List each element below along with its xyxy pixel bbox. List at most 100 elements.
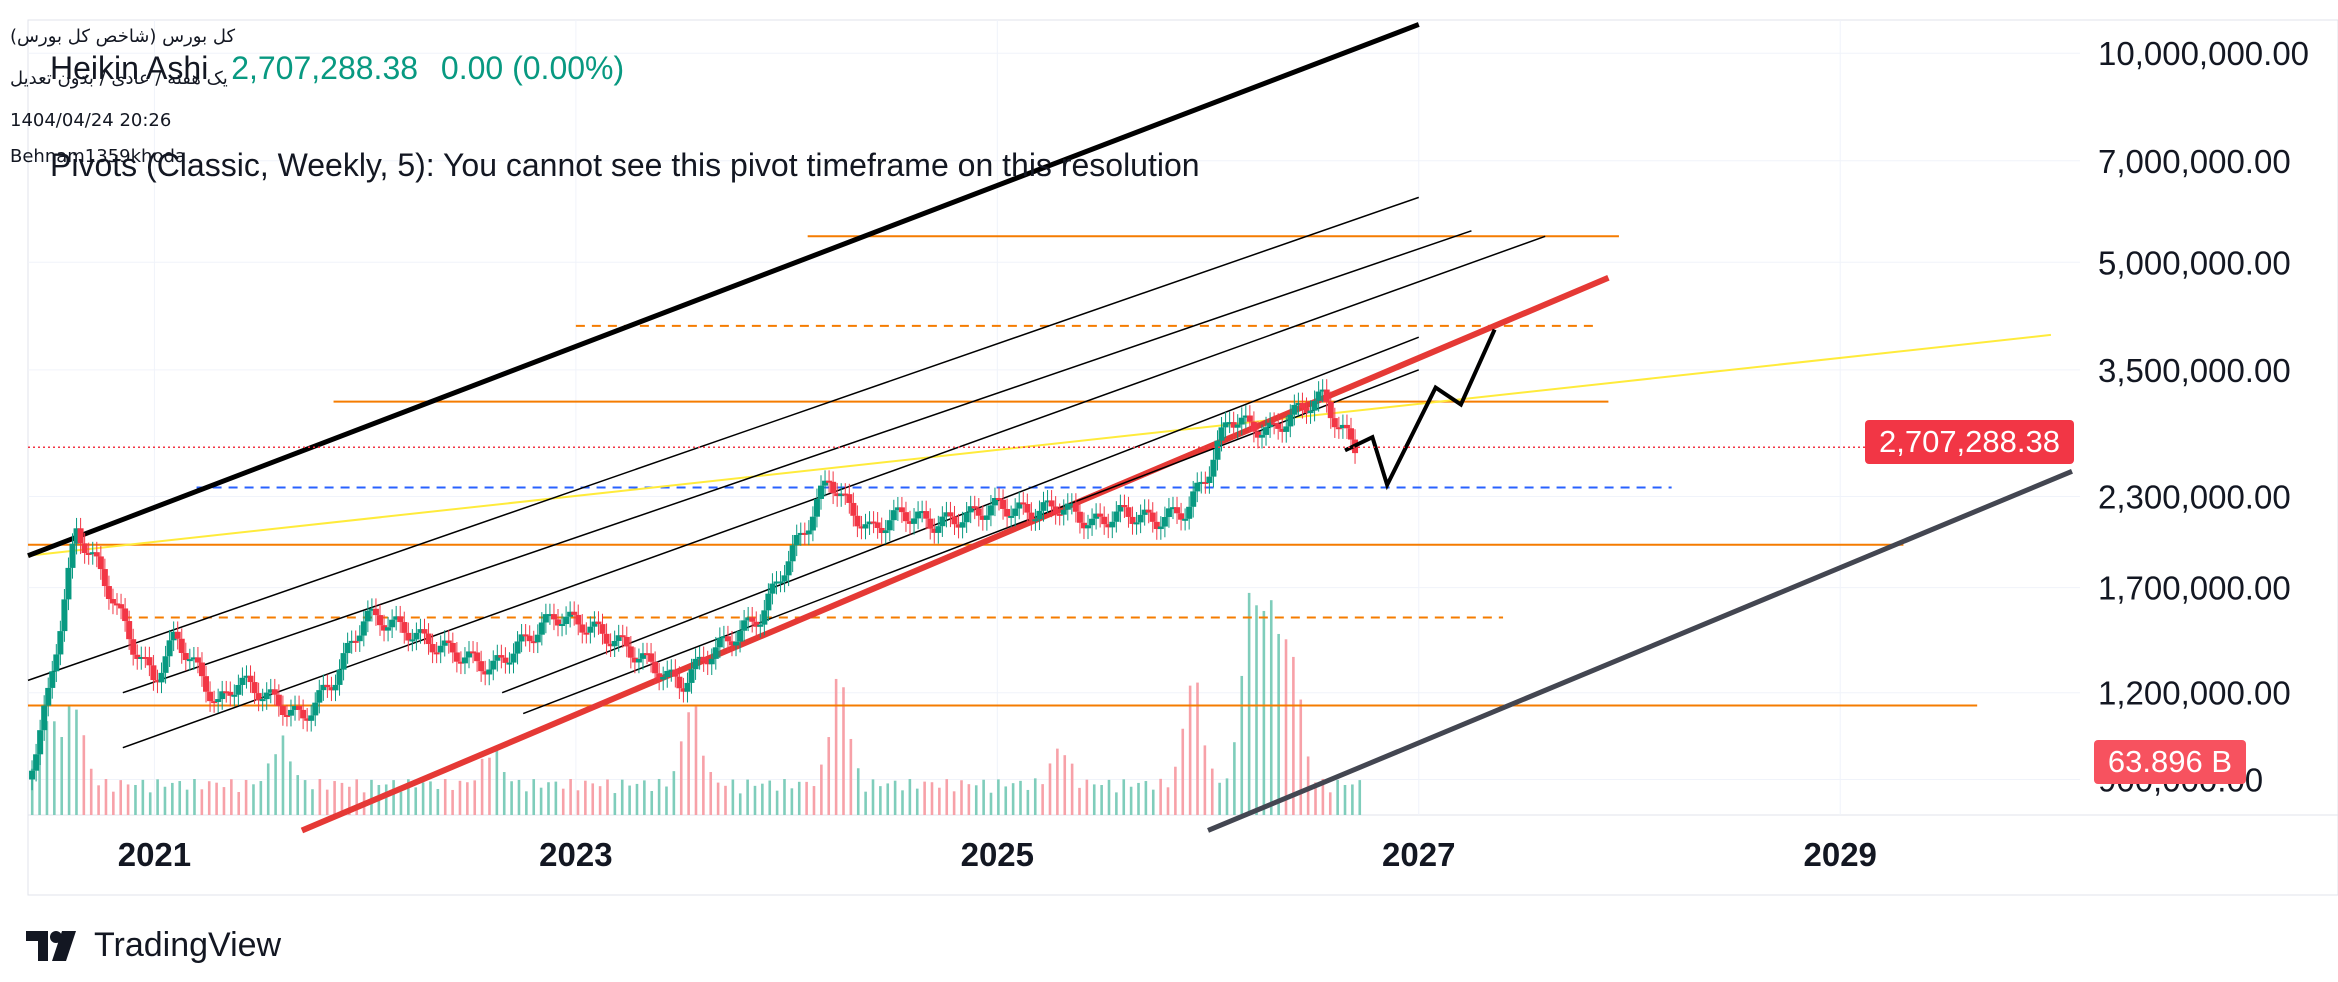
candle-body — [571, 611, 578, 615]
candle-body — [1335, 427, 1342, 430]
candle-body — [81, 543, 88, 554]
candle-body — [344, 642, 351, 654]
volume-bar — [1107, 779, 1111, 815]
candle-body — [101, 569, 108, 587]
volume-bar — [761, 783, 764, 815]
candle-body — [259, 699, 266, 702]
volume-bar — [842, 687, 845, 815]
volume-bar — [1343, 784, 1347, 815]
candle-body — [166, 640, 173, 657]
volume-bar — [348, 786, 351, 815]
candle-body — [1153, 521, 1160, 530]
candle-body — [708, 658, 715, 665]
candle-body — [1279, 428, 1286, 432]
candle-body — [142, 656, 149, 659]
candle-body — [126, 621, 133, 640]
volume-bar — [38, 750, 41, 815]
candle-body — [1056, 513, 1063, 516]
volume-bar — [569, 779, 572, 815]
candle-body — [644, 653, 651, 656]
candle-body — [1174, 507, 1181, 514]
candle-body — [716, 637, 723, 648]
volume-bar — [156, 779, 159, 815]
candle-body — [130, 639, 137, 655]
volume-bar — [303, 780, 307, 815]
candle-body — [587, 626, 594, 633]
volume-bar — [849, 738, 853, 815]
candle-body — [1214, 440, 1221, 460]
candle-body — [619, 635, 626, 638]
candle-body — [279, 705, 286, 716]
volume-bar — [716, 782, 720, 815]
volume-bar — [237, 792, 241, 815]
candle-body — [364, 610, 371, 622]
volume-bar — [856, 768, 860, 815]
volume-bar — [1033, 778, 1037, 815]
volume-bar — [768, 780, 772, 815]
candle-body — [1303, 407, 1310, 414]
volume-bar — [1078, 787, 1081, 815]
candle-body — [939, 516, 946, 527]
volume-bar — [480, 758, 484, 815]
volume-bar — [657, 778, 661, 815]
candle-body — [906, 521, 913, 524]
candle-body — [461, 657, 468, 664]
candle-body — [813, 498, 820, 517]
volume-bar — [561, 788, 565, 815]
candle-body — [49, 671, 56, 688]
volume-bar — [141, 779, 145, 815]
candle-body — [449, 642, 456, 653]
x-tick-label: 2025 — [961, 836, 1034, 873]
candle-body — [340, 653, 347, 670]
volume-bar — [318, 778, 322, 815]
volume-bar — [252, 784, 255, 815]
candle-body — [134, 654, 141, 659]
candle-body — [575, 614, 582, 625]
volume-bar — [325, 789, 329, 815]
volume-bar — [60, 737, 64, 815]
candle-body — [381, 625, 388, 631]
candle-body — [996, 497, 1003, 500]
candle-body — [219, 691, 226, 700]
volume-bar — [82, 735, 86, 815]
volume-bar — [429, 781, 432, 815]
volume-bar — [532, 779, 536, 815]
volume-bar — [230, 779, 233, 815]
candle-body — [235, 684, 242, 695]
volume-bar — [274, 754, 277, 815]
candle-body — [1101, 516, 1108, 525]
candle-body — [255, 693, 262, 701]
candle-body — [61, 599, 68, 632]
candle-body — [733, 641, 740, 646]
candle-body — [1182, 518, 1189, 521]
candle-body — [635, 658, 642, 663]
x-tick-label: 2021 — [118, 836, 191, 873]
candle-body — [894, 507, 901, 511]
candle-body — [389, 619, 396, 628]
candle-body — [445, 640, 452, 643]
candle-body — [599, 624, 606, 634]
candle-body — [911, 518, 918, 524]
volume-bar — [554, 781, 558, 815]
volume-bar — [1041, 784, 1044, 815]
candle-body — [1113, 511, 1120, 522]
candle-body — [1178, 513, 1185, 520]
candle-body — [923, 511, 930, 519]
candle-body — [198, 662, 205, 677]
candle-body — [239, 677, 246, 685]
tradingview-brand[interactable]: TradingView — [26, 926, 281, 965]
candle-body — [817, 485, 824, 499]
volume-bar — [886, 783, 890, 815]
volume-bar — [525, 791, 528, 815]
candle-body — [231, 694, 238, 697]
x-tick-label: 2027 — [1382, 836, 1455, 873]
volume-bar — [967, 784, 971, 815]
volume-bar — [775, 790, 779, 815]
candle-body — [1109, 521, 1116, 528]
author-name: Behnam1359khoda — [10, 146, 186, 167]
candle-body — [595, 621, 602, 625]
series-legend[interactable]: Heikin Ashi 2,707,288.38 0.00 (0.00%) — [50, 50, 624, 87]
candle-body — [991, 497, 998, 506]
volume-bar — [989, 792, 993, 815]
